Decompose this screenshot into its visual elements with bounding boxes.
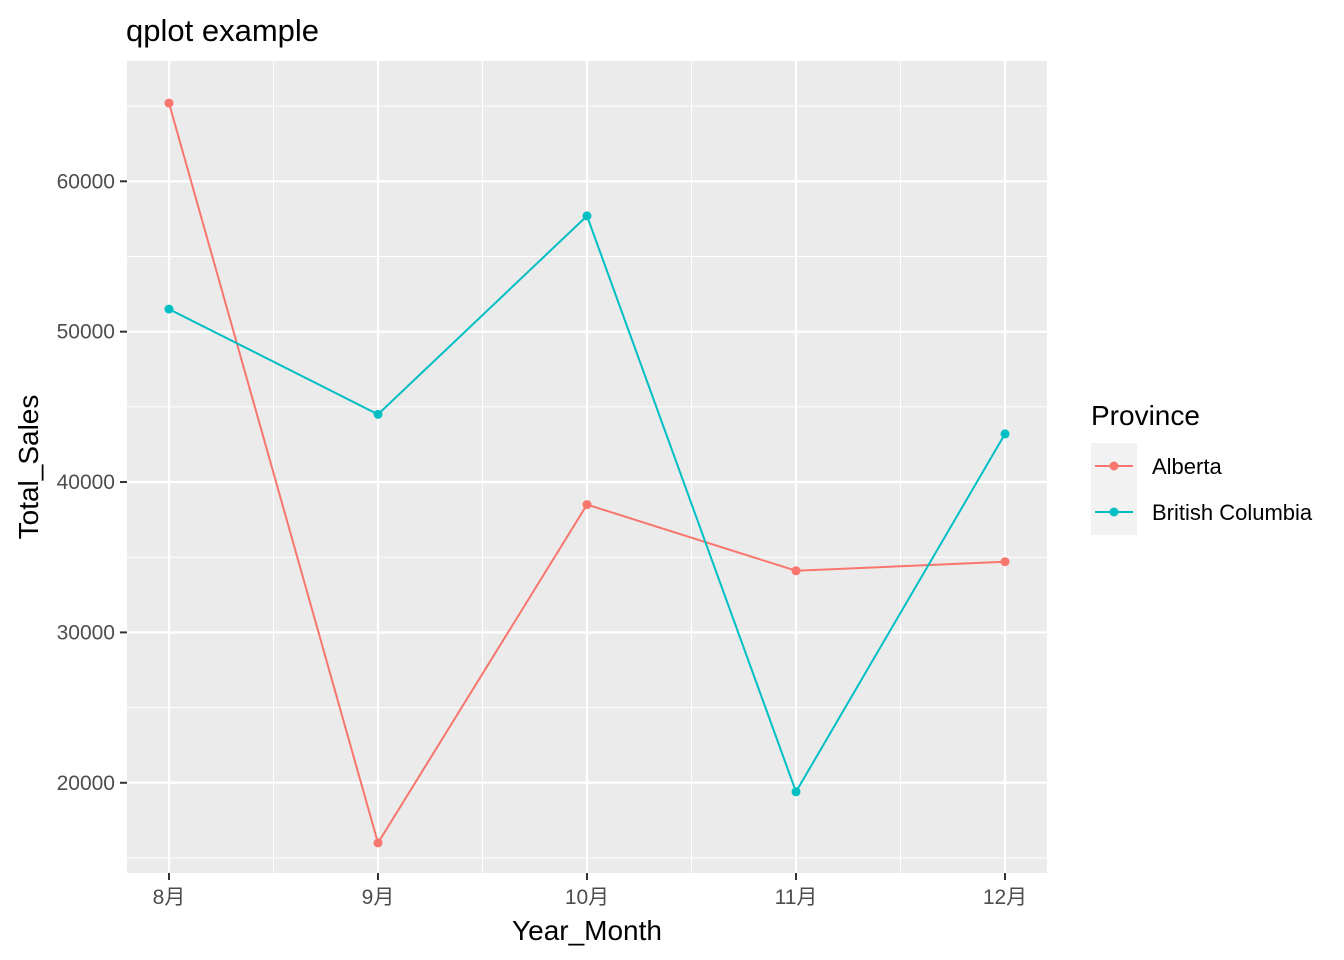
- x-axis-title: Year_Month: [512, 915, 662, 946]
- y-tick-label: 40000: [57, 471, 115, 494]
- data-point-british-columbia: [1000, 429, 1010, 439]
- legend-items: Alberta British Columbia: [1091, 443, 1313, 535]
- legend: Province Alberta British Columbia: [1091, 400, 1313, 535]
- legend-point-british-columbia: [1109, 507, 1119, 517]
- x-axis: 8月 9月 10月 11月 12月: [153, 873, 1027, 909]
- y-tick-label: 60000: [57, 170, 115, 193]
- legend-title: Province: [1091, 400, 1200, 431]
- legend-point-alberta: [1109, 461, 1119, 471]
- data-point-british-columbia: [791, 787, 801, 797]
- data-point-alberta: [791, 566, 801, 576]
- data-point-british-columbia: [164, 304, 174, 314]
- data-point-british-columbia: [582, 211, 592, 221]
- x-tick-label: 9月: [362, 886, 395, 909]
- data-point-alberta: [373, 838, 383, 848]
- x-tick-label: 10月: [565, 886, 609, 909]
- y-tick-label: 30000: [57, 621, 115, 644]
- chart-title: qplot example: [126, 13, 319, 48]
- data-point-alberta: [164, 98, 174, 108]
- legend-label-alberta: Alberta: [1152, 454, 1222, 479]
- x-tick-label: 8月: [153, 886, 186, 909]
- x-tick-label: 12月: [983, 886, 1027, 909]
- data-point-alberta: [1000, 557, 1010, 567]
- y-tick-label: 20000: [57, 772, 115, 795]
- major-grid: [127, 61, 1047, 873]
- x-tick-label: 11月: [775, 886, 818, 909]
- data-point-british-columbia: [373, 409, 383, 419]
- y-tick-label: 50000: [57, 321, 115, 344]
- legend-label-british-columbia: British Columbia: [1152, 500, 1313, 525]
- data-point-alberta: [582, 500, 592, 510]
- y-axis-title: Total_Sales: [13, 395, 44, 540]
- y-axis: 20000 30000 40000 50000 60000: [57, 170, 127, 795]
- series-layer: [164, 98, 1010, 848]
